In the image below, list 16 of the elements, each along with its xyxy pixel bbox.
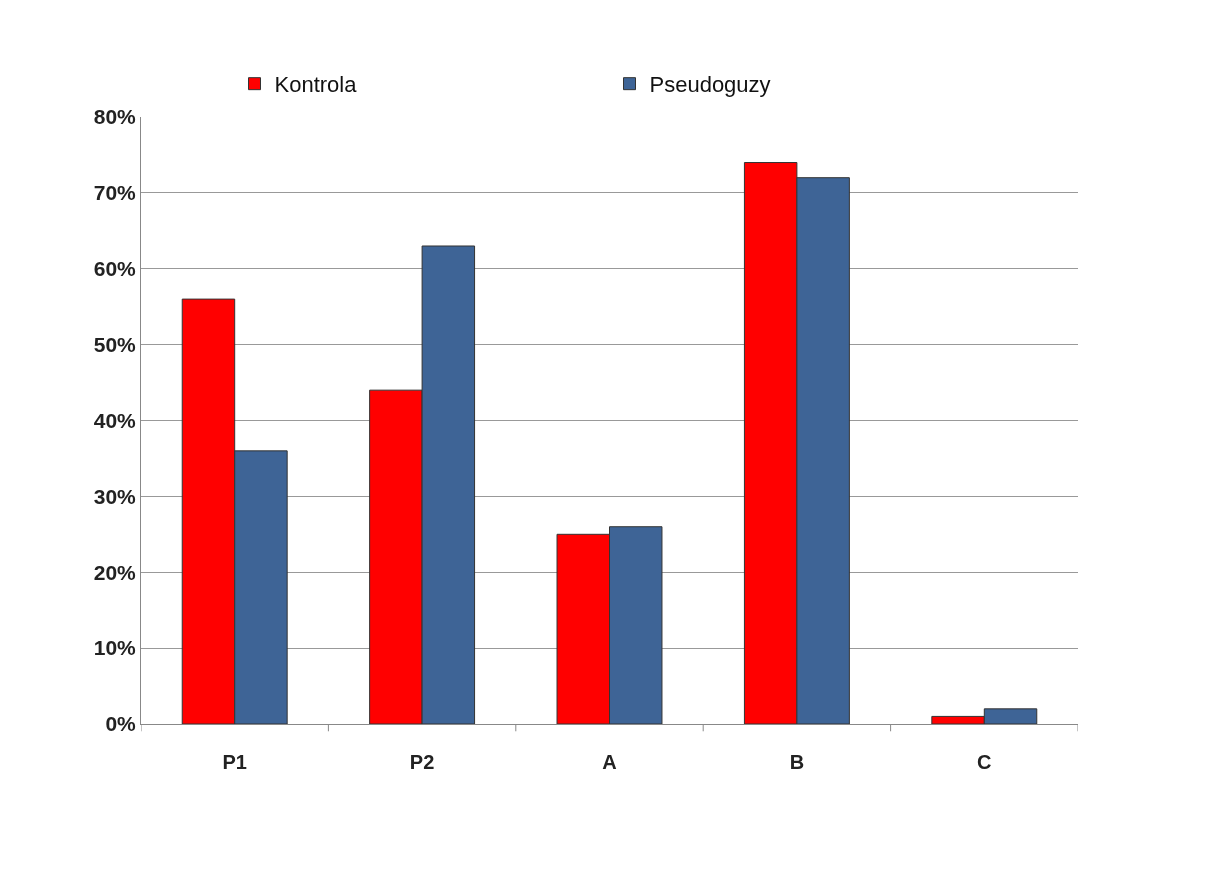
legend-label: Kontrola	[274, 72, 358, 98]
x-tick-label: B	[789, 751, 805, 773]
x-tick-label: P1	[222, 751, 247, 773]
y-tick-label: 30%	[93, 484, 137, 508]
y-tick-label: 70%	[93, 181, 137, 205]
y-tick-label: 50%	[93, 332, 137, 356]
legend-label: Pseudoguzy	[649, 72, 771, 98]
x-tick-label: P2	[409, 751, 435, 773]
y-tick-label: 60%	[93, 257, 137, 281]
y-tick-label: 10%	[93, 636, 137, 660]
y-tick-label: 40%	[93, 408, 137, 432]
y-tick-label: 20%	[93, 560, 137, 584]
y-tick-label: 80%	[93, 105, 137, 129]
x-tick-label: A	[602, 751, 617, 773]
x-tick-label: C	[977, 751, 992, 773]
y-tick-label: 0%	[105, 712, 137, 736]
